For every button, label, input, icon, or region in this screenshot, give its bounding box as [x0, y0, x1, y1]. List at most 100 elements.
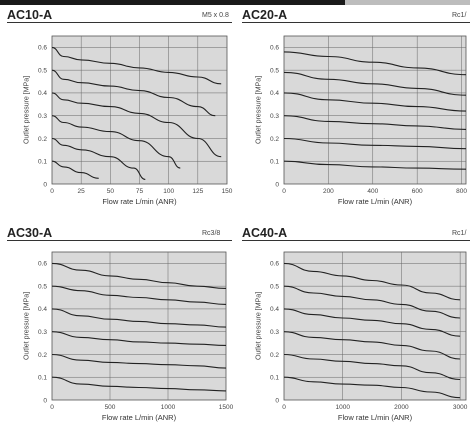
x-tick-label: 400: [367, 188, 378, 195]
series-line-1: [283, 51, 467, 76]
x-tick-label: 600: [412, 188, 423, 195]
x-tick-label: 500: [105, 404, 116, 411]
y-tick-label: 0.5: [270, 283, 279, 290]
y-tick-label: 0: [43, 181, 47, 188]
y-tick-label: 0.1: [270, 375, 279, 382]
y-axis-label: Outlet pressure [MPa]: [255, 291, 263, 361]
series-line-5: [51, 137, 146, 180]
y-tick-label: 0.3: [270, 113, 279, 120]
x-tick-label: 125: [192, 188, 203, 195]
y-tick-label: 0.6: [38, 45, 47, 52]
x-axis-label: Flow rate L/min (ANR): [101, 413, 177, 422]
chart-panel-ac40-a: AC40-A Rc1/0 1000 2000 3000 0 0.1 0.2 0.3 0.4 0.5 0…: [242, 226, 470, 434]
plot-area: [283, 251, 467, 401]
series-line-4: [51, 331, 227, 346]
y-tick-label: 0.6: [270, 261, 279, 268]
series-line-6: [283, 160, 467, 170]
y-tick-label: 0.6: [270, 45, 279, 52]
y-tick-label: 0: [275, 181, 279, 188]
plot-area: [51, 251, 227, 401]
y-tick-label: 0.1: [38, 375, 47, 382]
x-tick-label: 3000: [453, 404, 468, 411]
x-tick-label: 800: [456, 188, 467, 195]
port-size-label: M5 x 0.8: [202, 12, 229, 19]
x-axis-label: Flow rate L/min (ANR): [337, 197, 413, 206]
y-tick-label: 0.3: [38, 329, 47, 336]
y-tick-label: 0.1: [270, 159, 279, 166]
chart-plot-svg: 0 500 1000 1500 0 0.1 0.2 0.3 0.4 0.5 0.6: [38, 251, 234, 411]
port-size-label: Rc1/: [452, 12, 467, 19]
x-tick-label: 100: [163, 188, 174, 195]
x-axis-label: Flow rate L/min (ANR): [102, 197, 177, 206]
x-tick-label: 2000: [394, 404, 409, 411]
series-line-2: [51, 69, 216, 117]
y-tick-label: 0.6: [38, 261, 47, 268]
y-tick-label: 0.4: [270, 90, 279, 97]
y-tick-label: 0.1: [38, 159, 47, 166]
series-line-6: [51, 160, 99, 179]
y-tick-label: 0: [43, 397, 47, 404]
y-tick-label: 0.4: [38, 90, 47, 97]
y-axis-label: Outlet pressure [MPa]: [23, 291, 31, 361]
x-tick-label: 0: [50, 404, 54, 411]
chart-plot-svg: 0 1000 2000 3000 0 0.1 0.2 0.3 0.4 0.5 0.6: [270, 251, 468, 411]
x-tick-label: 1500: [219, 404, 234, 411]
series-line-5: [283, 353, 461, 381]
x-tick-label: 0: [282, 404, 286, 411]
chart-title: AC30-A: [7, 226, 53, 240]
chart-title: AC10-A: [7, 8, 53, 22]
y-tick-label: 0.5: [38, 283, 47, 290]
series-line-6: [283, 376, 461, 399]
header-bar-light: [345, 0, 470, 5]
x-axis-label: Flow rate L/min (ANR): [337, 413, 413, 422]
series-line-3: [283, 92, 467, 112]
plot-area: [283, 35, 467, 185]
header-bar: [0, 0, 470, 5]
series-line-5: [51, 353, 227, 369]
chart-title: AC20-A: [242, 8, 288, 22]
series-line-4: [283, 331, 461, 360]
x-tick-label: 75: [136, 188, 144, 195]
series-line-1: [51, 46, 222, 85]
chart-panel-ac10-a: AC10-A M5 x 0.8 0 25 50 75 100 125 150 0 0.1 0.2 0.3…: [7, 8, 233, 216]
series-line-3: [51, 308, 227, 328]
y-tick-label: 0.4: [270, 306, 279, 313]
series-line-4: [283, 115, 467, 130]
y-tick-label: 0.5: [270, 67, 279, 74]
y-tick-label: 0: [275, 397, 279, 404]
series-line-4: [51, 115, 181, 169]
title-rule: [7, 240, 232, 241]
series-line-2: [283, 285, 461, 319]
chart-panel-ac30-a: AC30-A Rc3/8 0 500 1000 1500 0 0.1 0.2 0.3 0.4 0.5 0…: [7, 226, 234, 434]
chart-plot-svg: 0 25 50 75 100 125 150 0 0.1 0.2 0.3 0.4 0.5 0.6: [38, 35, 233, 195]
y-axis-label: Outlet pressure [MPa]: [255, 75, 263, 145]
series-line-2: [51, 285, 227, 305]
y-tick-label: 0.2: [38, 136, 47, 143]
title-rule: [7, 22, 232, 23]
series-line-1: [51, 262, 227, 289]
chart-plot-svg: 0 200 400 600 800 0 0.1 0.2 0.3 0.4 0.5 0.6: [270, 35, 467, 195]
y-tick-label: 0.5: [38, 67, 47, 74]
y-tick-label: 0.4: [38, 306, 47, 313]
chart-title: AC40-A: [242, 226, 288, 240]
y-tick-label: 0.2: [270, 352, 279, 359]
x-tick-label: 25: [78, 188, 86, 195]
x-tick-label: 200: [323, 188, 334, 195]
y-tick-label: 0.2: [270, 136, 279, 143]
port-size-label: Rc3/8: [202, 230, 221, 237]
series-line-3: [283, 308, 461, 337]
y-axis-label: Outlet pressure [MPa]: [23, 75, 31, 145]
port-size-label: Rc1/: [452, 230, 467, 237]
x-tick-label: 50: [107, 188, 115, 195]
chart-panel-ac20-a: AC20-A Rc1/0 200 400 600 800 0 0.1 0.2 0.3 0.4 0.5 0…: [242, 8, 470, 216]
y-tick-label: 0.3: [38, 113, 47, 120]
series-line-2: [283, 71, 467, 96]
y-tick-label: 0.3: [270, 329, 279, 336]
series-line-5: [283, 137, 467, 150]
x-tick-label: 1000: [161, 404, 176, 411]
x-tick-label: 0: [50, 188, 54, 195]
header-bar-dark: [0, 0, 345, 5]
x-tick-label: 0: [282, 188, 286, 195]
x-tick-label: 1000: [335, 404, 350, 411]
series-line-3: [51, 92, 222, 158]
